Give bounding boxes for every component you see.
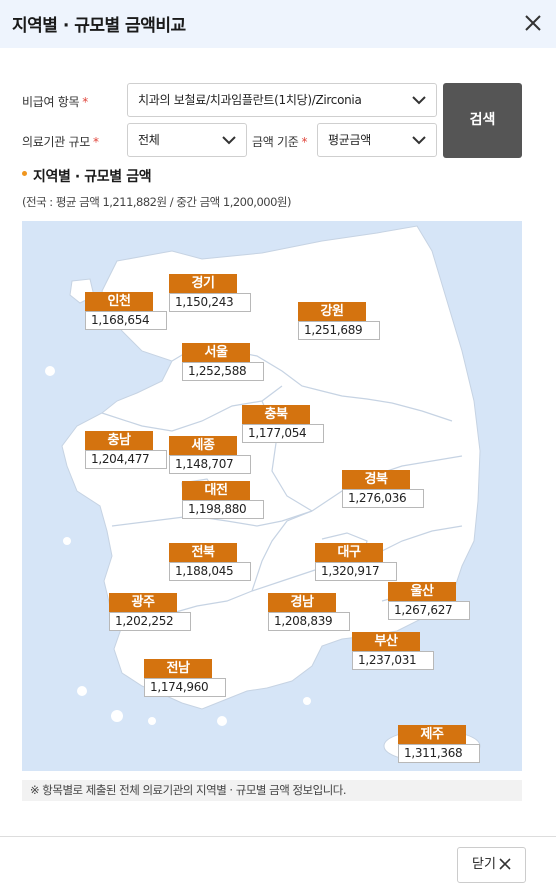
region-value: 1,204,477 bbox=[85, 450, 167, 469]
chevron-down-icon bbox=[412, 96, 426, 105]
region-value: 1,198,880 bbox=[182, 500, 264, 519]
region-gwangju[interactable]: 광주 1,202,252 bbox=[109, 593, 191, 631]
region-name: 서울 bbox=[182, 343, 250, 362]
region-gyeongbuk[interactable]: 경북 1,276,036 bbox=[342, 470, 424, 508]
region-gangwon[interactable]: 강원 1,251,689 bbox=[298, 302, 380, 340]
region-value: 1,148,707 bbox=[169, 455, 251, 474]
region-value: 1,177,054 bbox=[242, 424, 324, 443]
region-name: 인천 bbox=[85, 292, 153, 311]
bullet-icon bbox=[22, 171, 27, 176]
region-value: 1,237,031 bbox=[352, 651, 434, 670]
scale-label: 의료기관 규모 * bbox=[22, 133, 99, 150]
region-ulsan[interactable]: 울산 1,267,627 bbox=[388, 582, 470, 620]
region-name: 경기 bbox=[169, 274, 237, 293]
close-icon bbox=[499, 858, 511, 870]
region-jeonnam[interactable]: 전남 1,174,960 bbox=[144, 659, 226, 697]
item-select[interactable]: 치과의 보철료/치과임플란트(1치당)/Zirconia bbox=[127, 83, 437, 117]
region-seoul[interactable]: 서울 1,252,588 bbox=[182, 343, 264, 381]
region-value: 1,320,917 bbox=[315, 562, 397, 581]
region-incheon[interactable]: 인천 1,168,654 bbox=[85, 292, 167, 330]
region-value: 1,208,839 bbox=[268, 612, 350, 631]
region-chungnam[interactable]: 충남 1,204,477 bbox=[85, 431, 167, 469]
scale-select-value: 전체 bbox=[138, 133, 160, 147]
region-name: 부산 bbox=[352, 632, 420, 651]
close-button-label: 닫기 bbox=[472, 857, 496, 872]
chevron-down-icon bbox=[412, 136, 426, 145]
close-button[interactable]: 닫기 bbox=[457, 847, 526, 883]
region-name: 세종 bbox=[169, 436, 237, 455]
region-value: 1,252,588 bbox=[182, 362, 264, 381]
scale-label-text: 의료기관 규모 bbox=[22, 135, 90, 149]
region-value: 1,168,654 bbox=[85, 311, 167, 330]
scale-select[interactable]: 전체 bbox=[127, 123, 247, 157]
footer-divider bbox=[0, 836, 556, 837]
region-chungbuk[interactable]: 충북 1,177,054 bbox=[242, 405, 324, 443]
region-value: 1,311,368 bbox=[398, 744, 480, 763]
region-name: 경북 bbox=[342, 470, 410, 489]
modal-header: 지역별 · 규모별 금액비교 bbox=[0, 0, 556, 48]
region-value: 1,251,689 bbox=[298, 321, 380, 340]
basis-label: 금액 기준 * bbox=[252, 133, 307, 150]
region-value: 1,188,045 bbox=[169, 562, 251, 581]
region-value: 1,276,036 bbox=[342, 489, 424, 508]
basis-label-text: 금액 기준 bbox=[252, 135, 299, 149]
region-value: 1,202,252 bbox=[109, 612, 191, 631]
item-label-text: 비급여 항목 bbox=[22, 95, 80, 109]
search-button[interactable]: 검색 bbox=[443, 83, 522, 158]
item-label: 비급여 항목 * bbox=[22, 93, 88, 110]
required-mark: * bbox=[82, 95, 88, 109]
required-mark: * bbox=[92, 135, 99, 149]
region-jeonbuk[interactable]: 전북 1,188,045 bbox=[169, 543, 251, 581]
region-value: 1,150,243 bbox=[169, 293, 251, 312]
region-name: 경남 bbox=[268, 593, 336, 612]
region-name: 울산 bbox=[388, 582, 456, 601]
region-name: 강원 bbox=[298, 302, 366, 321]
basis-select[interactable]: 평균금액 bbox=[317, 123, 437, 157]
region-name: 대전 bbox=[182, 481, 250, 500]
region-name: 충북 bbox=[242, 405, 310, 424]
section-title: 지역별 · 규모별 금액 bbox=[33, 169, 152, 185]
region-name: 전남 bbox=[144, 659, 212, 678]
region-name: 대구 bbox=[315, 543, 383, 562]
region-daegu[interactable]: 대구 1,320,917 bbox=[315, 543, 397, 581]
region-busan[interactable]: 부산 1,237,031 bbox=[352, 632, 434, 670]
region-daejeon[interactable]: 대전 1,198,880 bbox=[182, 481, 264, 519]
section-subtitle: (전국 : 평균 금액 1,211,882원 / 중간 금액 1,200,000… bbox=[22, 195, 291, 209]
region-value: 1,267,627 bbox=[388, 601, 470, 620]
region-name: 광주 bbox=[109, 593, 177, 612]
region-sejong[interactable]: 세종 1,148,707 bbox=[169, 436, 251, 474]
region-name: 전북 bbox=[169, 543, 237, 562]
info-note: ※ 항목별로 제출된 전체 의료기관의 지역별 · 규모별 금액 정보입니다. bbox=[22, 780, 522, 801]
region-jeju[interactable]: 제주 1,311,368 bbox=[398, 725, 480, 763]
region-name: 제주 bbox=[398, 725, 466, 744]
region-map: 인천 1,168,654 경기 1,150,243 강원 1,251,689 서… bbox=[22, 221, 522, 771]
region-value: 1,174,960 bbox=[144, 678, 226, 697]
required-mark: * bbox=[301, 135, 308, 149]
region-name: 충남 bbox=[85, 431, 153, 450]
chevron-down-icon bbox=[222, 136, 236, 145]
close-icon[interactable] bbox=[520, 10, 546, 36]
basis-select-value: 평균금액 bbox=[328, 133, 371, 147]
modal-title: 지역별 · 규모별 금액비교 bbox=[12, 16, 186, 36]
region-gyeonggi[interactable]: 경기 1,150,243 bbox=[169, 274, 251, 312]
item-select-value: 치과의 보철료/치과임플란트(1치당)/Zirconia bbox=[138, 93, 362, 107]
region-gyeongnam[interactable]: 경남 1,208,839 bbox=[268, 593, 350, 631]
